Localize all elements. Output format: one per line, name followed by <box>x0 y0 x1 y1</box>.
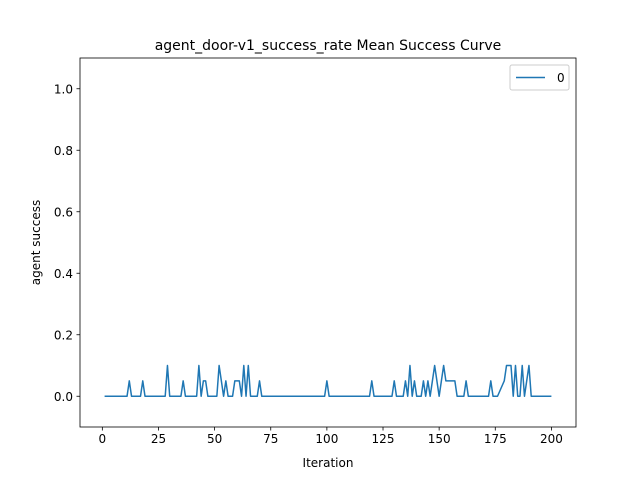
y-tick-label: 0.6 <box>54 205 73 219</box>
plot-area <box>104 364 552 397</box>
axes-frame <box>79 57 577 428</box>
y-axis-ticks: 0.0 0.2 0.4 0.6 0.8 1.0 <box>54 82 80 404</box>
x-axis-label: Iteration <box>303 456 354 470</box>
x-tick-label: 200 <box>540 432 563 446</box>
x-tick-label: 125 <box>372 432 395 446</box>
x-axis-ticks: 0 25 50 75 100 125 150 175 200 <box>99 427 563 446</box>
x-tick-label: 175 <box>484 432 507 446</box>
x-tick-label: 150 <box>428 432 451 446</box>
legend: 0 <box>509 64 570 91</box>
x-tick-label: 50 <box>207 432 222 446</box>
y-tick-label: 0.4 <box>54 267 73 281</box>
y-axis-label: agent success <box>29 200 43 285</box>
x-tick-label: 100 <box>315 432 338 446</box>
legend-label: 0 <box>557 71 565 85</box>
x-tick-label: 25 <box>151 432 166 446</box>
y-tick-label: 0.2 <box>54 328 73 342</box>
y-tick-label: 0.8 <box>54 144 73 158</box>
y-tick-label: 0.0 <box>54 390 73 404</box>
x-tick-label: 75 <box>263 432 278 446</box>
series-line-0 <box>104 364 552 397</box>
y-tick-label: 1.0 <box>54 82 73 96</box>
chart-title: agent_door-v1_success_rate Mean Success … <box>155 38 502 54</box>
x-tick-label: 0 <box>99 432 107 446</box>
